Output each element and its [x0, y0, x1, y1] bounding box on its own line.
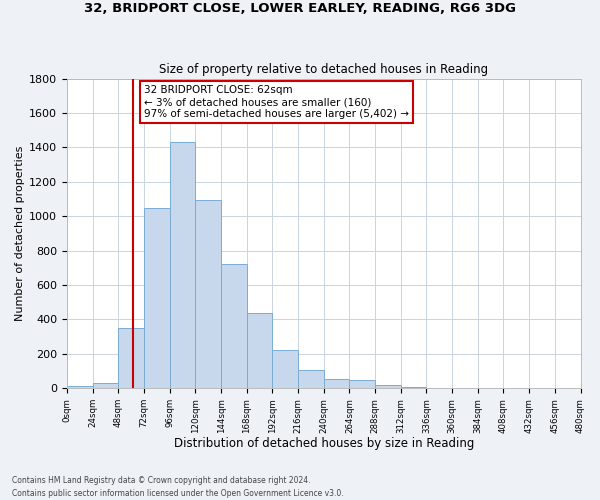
Text: Contains HM Land Registry data © Crown copyright and database right 2024.
Contai: Contains HM Land Registry data © Crown c… [12, 476, 344, 498]
Bar [349, 380, 375, 388]
Y-axis label: Number of detached properties: Number of detached properties [15, 146, 25, 321]
Bar [92, 383, 118, 388]
Bar [118, 328, 144, 388]
Text: 32 BRIDPORT CLOSE: 62sqm
← 3% of detached houses are smaller (160)
97% of semi-d: 32 BRIDPORT CLOSE: 62sqm ← 3% of detache… [144, 86, 409, 118]
Bar [221, 264, 247, 388]
Bar [247, 314, 272, 388]
Bar [375, 385, 401, 388]
Bar [298, 370, 324, 388]
X-axis label: Distribution of detached houses by size in Reading: Distribution of detached houses by size … [173, 437, 474, 450]
Bar [170, 142, 196, 388]
Title: Size of property relative to detached houses in Reading: Size of property relative to detached ho… [159, 63, 488, 76]
Text: 32, BRIDPORT CLOSE, LOWER EARLEY, READING, RG6 3DG: 32, BRIDPORT CLOSE, LOWER EARLEY, READIN… [84, 2, 516, 16]
Bar [324, 379, 349, 388]
Bar [272, 350, 298, 388]
Bar [144, 208, 170, 388]
Bar [196, 200, 221, 388]
Bar [67, 386, 92, 388]
